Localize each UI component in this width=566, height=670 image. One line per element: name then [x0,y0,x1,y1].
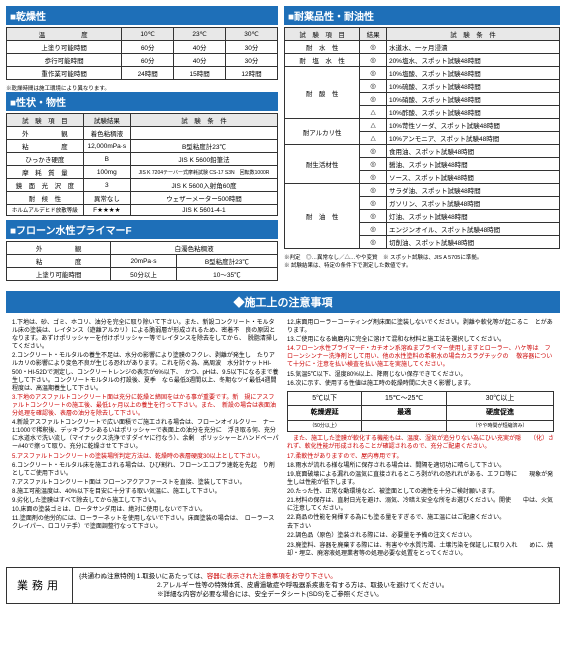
table4-footnote: ※判定 ◎…異常なし／△…やや変質 ※ スポット試験は、JIS A 5705に準… [284,253,560,269]
section2-title: ■性状・物性 [6,92,278,111]
properties-table: 試 験 項 目 試験結果 試 験 条 件 外 観着色粘稠液 粘 度12,000m… [6,113,278,216]
section3-title: ■フローン水性プライマーF [6,220,278,239]
temperature-table: 5℃以下15℃～25℃30℃以上 乾燥遅延最適硬度促進 （50分以上）（やや時間… [287,391,554,433]
footer-label: 業務用 [7,568,73,603]
footer-box: 業務用 {共通わぬ注意特例] 1.取扱いにあたっては、容器に表示された注意事項を… [6,567,560,604]
footer-text: {共通わぬ注意特例] 1.取扱いにあたっては、容器に表示された注意事項をお守り下… [73,568,559,603]
table1-footnote: ※乾燥時間は施工環境により異なります。 [6,84,278,92]
notes-body: 1.下地は、砂、ゴミ、ホコリ、油分を完全に取り除いて下さい。また、新設コンクリー… [6,317,560,561]
primer-table: 外 観白濁色粘稠液 粘 度20mPa·sB型粘度計23℃ 上塗り可能時間50分以… [6,241,278,281]
notes-title: ◆施工上の注意事項 [6,291,560,313]
section4-title: ■耐薬品性・耐油性 [284,6,560,25]
drying-table: 温 度 10℃ 23℃ 30℃ 上塗り可能時間60分40分30分 歩行可能時間6… [6,27,278,80]
resistance-table: 試 験 項 目 結果 試 験 条 件 耐 水 性◎水道水、一ヶ月浸漬 耐 塩 水… [284,27,560,249]
section1-title: ■乾燥性 [6,6,278,25]
